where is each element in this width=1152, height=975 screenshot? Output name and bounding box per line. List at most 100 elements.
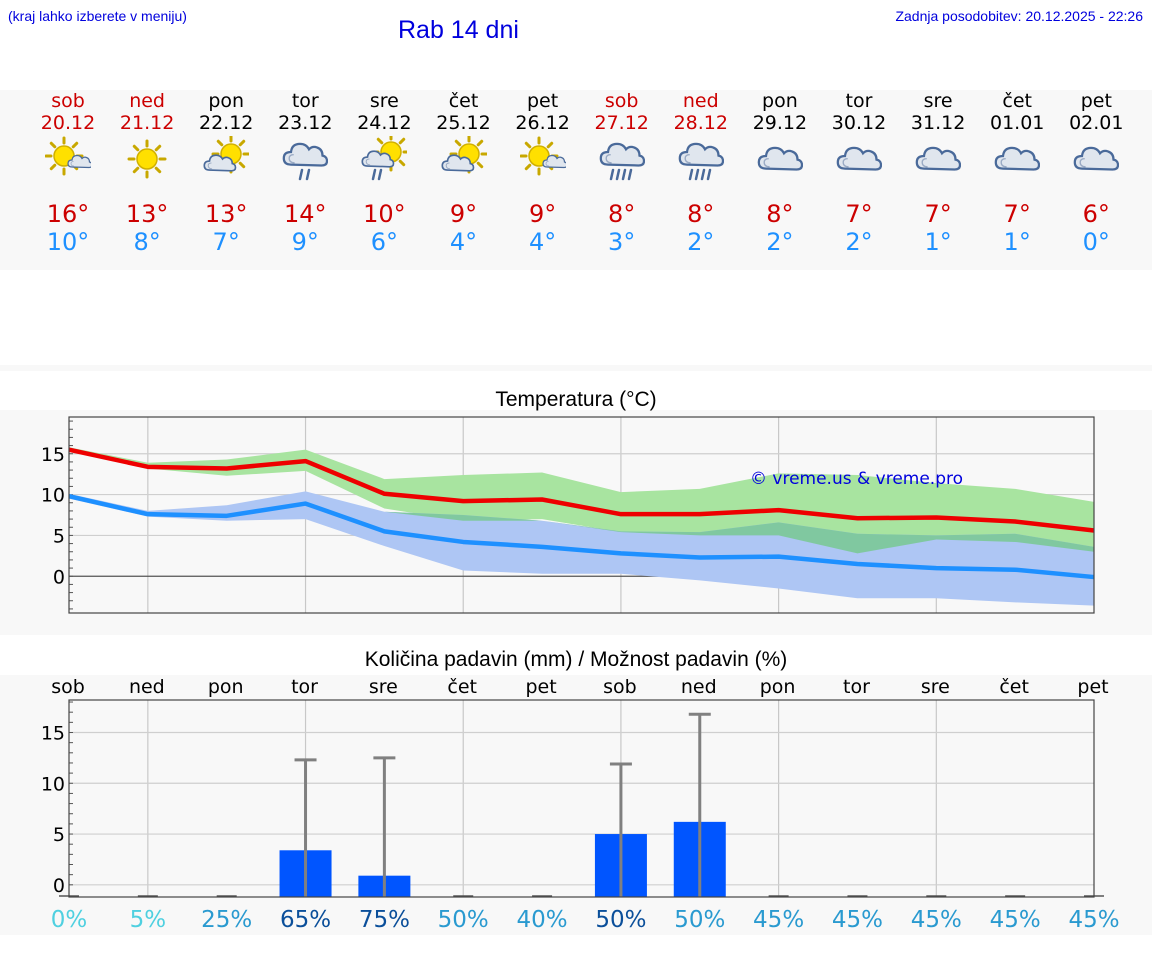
sun-cloud-icon — [519, 136, 566, 176]
location-hint: (kraj lahko izberete v meniju) — [8, 8, 187, 24]
day-name: pet — [526, 90, 559, 112]
x-day-label: pet — [525, 676, 556, 698]
cloud-icon — [757, 146, 803, 171]
day-date: 27.12 — [594, 112, 649, 134]
page-title: Rab 14 dni — [398, 16, 519, 44]
y-tick-label: 0 — [53, 566, 65, 588]
min-temperature: 1° — [1003, 228, 1031, 256]
plot-frame — [68, 416, 1095, 614]
separator — [0, 365, 1152, 371]
x-day-label: sob — [603, 676, 637, 698]
min-temperature: 0° — [1082, 228, 1110, 256]
day-date: 29.12 — [752, 112, 808, 134]
sun-rain-icon — [361, 136, 408, 181]
x-day-label: čet — [999, 676, 1029, 698]
overlap-range — [69, 491, 1094, 554]
y-tick-label: 5 — [53, 824, 65, 846]
x-day-label: tor — [291, 676, 318, 698]
watermark: © vreme.us & vreme.pro — [750, 469, 963, 489]
max-temperature: 7° — [845, 200, 873, 228]
max-temperature-line — [68, 447, 1095, 533]
max-temperature: 13° — [204, 200, 248, 228]
day-date: 31.12 — [910, 112, 966, 134]
day-date: 24.12 — [357, 112, 412, 134]
min-temperature: 2° — [845, 228, 873, 256]
precipitation-probability: 45% — [990, 907, 1041, 933]
min-temperature: 9° — [291, 228, 319, 256]
precipitation-probability: 45% — [753, 907, 804, 933]
precipitation-probability: 50% — [595, 907, 646, 933]
sun-cloud-icon — [45, 136, 91, 176]
precipitation-probability: 0% — [51, 907, 88, 933]
min-temperature: 2° — [766, 228, 794, 256]
precipitation-probability: 50% — [674, 907, 725, 933]
x-day-label: čet — [447, 676, 477, 698]
min-temperature: 4° — [449, 228, 478, 256]
x-day-label: sob — [51, 676, 85, 698]
max-temperature: 9° — [449, 200, 478, 228]
forecast-band: sob 20.12 16° 10° ned 21.12 13° 8° pon 22.… — [0, 90, 1152, 270]
max-temperature: 13° — [125, 200, 169, 228]
precipitation-probability: 50% — [438, 907, 489, 933]
cloud-icon — [915, 146, 962, 171]
precipitation-probability: 45% — [1068, 907, 1119, 933]
precipitation-probability: 65% — [280, 907, 331, 933]
y-tick-label: 10 — [41, 773, 65, 795]
min-temperature: 3° — [608, 228, 636, 256]
day-name: ned — [682, 90, 719, 112]
min-temperature: 2° — [687, 228, 715, 256]
day-name: čet — [448, 90, 479, 112]
partly-cloudy-icon — [203, 136, 250, 174]
min-temperature: 4° — [528, 228, 557, 256]
day-name: čet — [1002, 90, 1032, 112]
cloud-icon — [1073, 146, 1120, 171]
day-date: 28.12 — [673, 112, 728, 134]
day-name: ned — [129, 90, 165, 112]
sun-icon — [127, 139, 167, 179]
day-date: 23.12 — [278, 112, 333, 134]
day-name: sre — [923, 90, 953, 112]
cloud-rain-icon — [282, 142, 329, 181]
min-temperature: 1° — [924, 228, 952, 256]
plot-frame — [68, 699, 1095, 898]
precipitation-probability: 40% — [517, 907, 568, 933]
max-temperature: 7° — [1003, 200, 1031, 228]
x-day-label: ned — [681, 676, 717, 698]
max-temperature: 10° — [363, 200, 406, 228]
precipitation-probability: 75% — [359, 907, 410, 933]
max-temperature: 6° — [1082, 200, 1110, 228]
partly-cloudy-icon — [440, 136, 487, 174]
day-name: sre — [369, 90, 399, 112]
y-tick-label: 15 — [41, 444, 65, 466]
precipitation-probability: 45% — [911, 907, 962, 933]
last-update: Zadnja posodobitev: 20.12.2025 - 22:26 — [895, 8, 1143, 24]
y-tick-label: 10 — [41, 485, 65, 507]
precipitation-chart-title: Količina padavin (mm) / Možnost padavin … — [364, 648, 788, 671]
precipitation-probability: 45% — [832, 907, 883, 933]
x-day-label: pon — [760, 676, 796, 698]
x-day-label: sre — [369, 676, 398, 698]
day-name: pon — [762, 90, 798, 112]
heavy-rain-icon — [678, 142, 724, 181]
y-tick-label: 0 — [53, 875, 65, 897]
day-date: 21.12 — [119, 112, 175, 134]
min-temperature: 8° — [133, 228, 161, 256]
heavy-rain-icon — [599, 142, 645, 181]
min-temperature: 7° — [212, 228, 240, 256]
max-temperature: 8° — [766, 200, 794, 228]
day-date: 30.12 — [831, 112, 887, 134]
day-date: 26.12 — [515, 112, 570, 134]
day-name: tor — [845, 90, 873, 112]
min-temperature: 10° — [46, 228, 90, 256]
max-temperature: 8° — [687, 200, 715, 228]
day-name: sob — [51, 90, 85, 112]
plot-area — [69, 700, 1094, 897]
day-name: pet — [1080, 90, 1112, 112]
x-day-label: ned — [129, 676, 165, 698]
cloud-icon — [994, 146, 1041, 171]
min-temperature-line — [68, 494, 1095, 580]
x-day-label: tor — [843, 676, 870, 698]
day-date: 20.12 — [40, 112, 96, 134]
